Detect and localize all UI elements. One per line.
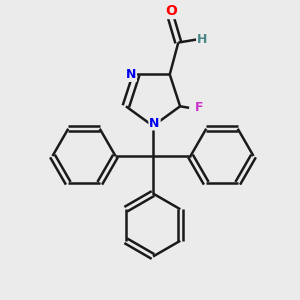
Text: N: N [149,116,160,130]
Text: H: H [197,33,208,46]
Text: O: O [165,4,177,18]
Text: F: F [194,101,203,114]
Text: N: N [126,68,136,81]
